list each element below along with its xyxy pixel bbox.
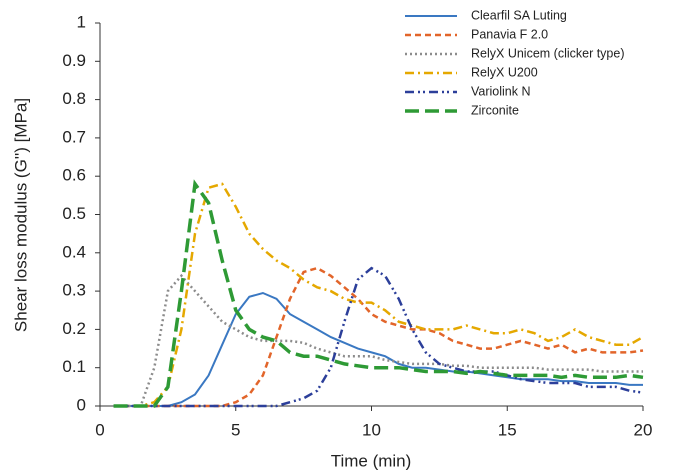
y-tick-label: 0.4 [62,242,86,261]
series-line [113,179,644,408]
legend-label: RelyX Unicem (clicker type) [471,46,625,60]
series-line [113,273,643,408]
x-tick-label: 15 [498,420,517,439]
y-tick-label: 0 [77,395,86,414]
y-tick-label: 0.8 [62,89,86,108]
legend-label: Clearfil SA Luting [471,8,567,22]
legend-label: Panavia F 2.0 [471,27,548,41]
y-tick-label: 0.1 [62,357,86,376]
x-axis-label: Time (min) [331,451,412,470]
y-axis-label: Shear loss modulus (G'') [MPa] [11,98,30,332]
y-tick-label: 0.9 [62,51,86,70]
x-tick-label: 10 [362,420,381,439]
y-tick-label: 1 [77,12,86,31]
series-line [113,266,644,408]
x-tick-label: 5 [231,420,240,439]
legend-label: RelyX U200 [471,65,538,79]
y-tick-label: 0.3 [62,281,86,300]
y-tick-label: 0.2 [62,319,86,338]
y-tick-label: 0.6 [62,166,86,185]
legend-label: Variolink N [471,84,531,98]
legend-label: Zirconite [471,103,519,117]
y-tick-label: 0.5 [62,204,86,223]
series-line [113,182,644,408]
series-line [113,291,643,407]
series-line [113,266,644,408]
x-tick-label: 0 [95,420,104,439]
x-tick-label: 20 [634,420,653,439]
y-tick-label: 0.7 [62,127,86,146]
